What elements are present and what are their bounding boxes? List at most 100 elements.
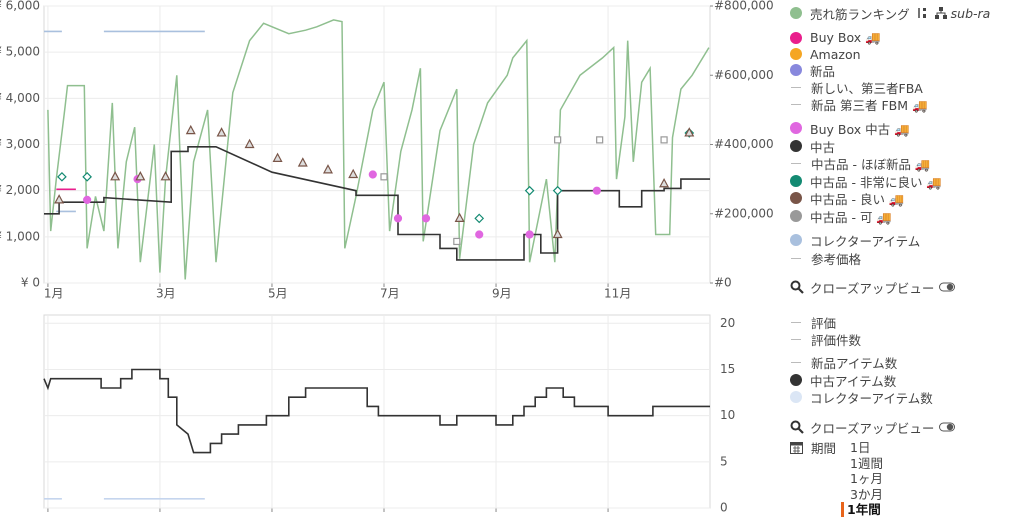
price-marker	[160, 171, 171, 181]
legend-label: 新品 第三者 FBM 🚚	[811, 97, 928, 113]
y-tick-label: ¥ 3,000	[0, 137, 40, 151]
price-marker	[524, 185, 535, 196]
price-marker	[659, 177, 670, 188]
y-tick-label: ¥ 4,000	[0, 91, 40, 105]
y2-tick-label: #800,000	[714, 0, 774, 13]
legend-label: 売れ筋ランキング	[810, 6, 910, 22]
sort-icon	[917, 8, 926, 18]
price-marker	[596, 136, 604, 144]
tree-icon	[934, 7, 947, 19]
toggle[interactable]	[939, 282, 956, 292]
y2-tick-label: #600,000	[714, 68, 774, 82]
price-marker	[525, 230, 534, 239]
closeup-control[interactable]: クローズアップビュー	[790, 419, 956, 436]
legend-icon	[790, 391, 802, 403]
period-option[interactable]: 3か月	[850, 486, 883, 502]
price-marker	[380, 173, 388, 181]
legend-label: コレクターアイテム数	[810, 390, 933, 406]
price-marker	[393, 214, 403, 223]
magnifier-icon	[790, 420, 804, 434]
price-marker	[244, 138, 255, 149]
legend-extra: sub-ra	[950, 5, 991, 21]
period-text: 期間	[811, 440, 837, 456]
legend-icon	[791, 162, 801, 164]
legend-icon	[790, 64, 802, 76]
price-marker	[554, 136, 562, 144]
legend-label: 中古品 - ほぼ新品 🚚	[811, 156, 931, 172]
legend-label: 評価件数	[811, 332, 862, 348]
price-marker	[552, 185, 563, 196]
legend-entry: 新品	[790, 62, 836, 79]
x-tick-label: 7月	[380, 287, 400, 301]
legend-label: 中古品 - 可 🚚	[810, 209, 892, 225]
legend-icon	[790, 234, 802, 246]
legend-icon	[791, 321, 801, 323]
magnifier-icon	[790, 280, 804, 294]
legend-label: 新品	[810, 63, 836, 79]
closeup-control[interactable]: クローズアップビュー	[790, 279, 956, 296]
legend-entry: Amazon	[790, 46, 861, 62]
legend-icon	[790, 122, 802, 134]
legend-icon	[790, 374, 802, 386]
legend-label: 中古品 - 良い 🚚	[810, 191, 905, 207]
closeup-label: クローズアップビュー	[810, 280, 935, 296]
legend-entry: 新品 第三者 FBM 🚚	[790, 96, 928, 113]
price-marker	[475, 230, 484, 239]
legend-entry: 参考価格	[790, 250, 861, 267]
price-marker	[216, 127, 227, 137]
legend-icon	[790, 175, 802, 187]
price-marker	[83, 195, 92, 204]
y-tick-label: ¥ 1,000	[0, 229, 40, 243]
legend-entry: 中古品 - 良い 🚚	[790, 190, 905, 207]
period-option[interactable]: 1日	[850, 440, 871, 455]
period-option[interactable]: 1年間	[841, 502, 881, 517]
period-option[interactable]: 1週間	[850, 455, 883, 471]
series-line	[47, 19, 710, 280]
y-tick-label: 15	[720, 362, 735, 376]
price-marker	[474, 213, 485, 224]
legend-entry: 中古品 - ほぼ新品 🚚	[790, 155, 931, 172]
y-tick-label: 10	[720, 408, 735, 422]
y2-tick-label: #400,000	[714, 137, 774, 151]
price-marker	[135, 171, 146, 181]
legend-entry: 評価件数	[790, 331, 862, 348]
y-tick-label: 5	[720, 454, 728, 468]
y-tick-label: 0	[720, 501, 728, 515]
legend-entry: コレクターアイテム	[790, 232, 920, 249]
period-option[interactable]: 1ヶ月	[850, 471, 883, 486]
price-marker	[322, 164, 333, 174]
legend-icon	[790, 32, 802, 44]
price-marker	[348, 168, 359, 179]
legend-entry: 評価	[790, 314, 836, 331]
legend-icon	[790, 192, 802, 204]
legend-label: 中古品 - 非常に良い 🚚	[810, 174, 942, 190]
y-tick-label: 20	[720, 316, 735, 330]
legend-entry: 中古アイテム数	[790, 372, 896, 389]
legend-icon	[790, 48, 802, 60]
price-marker	[82, 171, 92, 182]
price-marker	[368, 170, 377, 179]
toggle[interactable]	[939, 422, 956, 432]
y-tick-label: ¥ 0	[21, 276, 40, 290]
y2-tick-label: #200,000	[714, 206, 774, 220]
y-tick-label: ¥ 6,000	[0, 0, 40, 13]
closeup-label: クローズアップビュー	[810, 420, 935, 436]
period-label: 期間	[790, 439, 837, 456]
legend-icon	[791, 338, 801, 340]
price-marker	[185, 124, 196, 135]
legend-entry: Buy Box 中古 🚚	[790, 120, 910, 137]
x-tick-label: 9月	[492, 287, 512, 301]
price-marker	[660, 136, 668, 144]
y-tick-label: ¥ 5,000	[0, 45, 40, 59]
price-marker	[57, 171, 67, 182]
legend-entry: Buy Box 🚚	[790, 30, 881, 46]
legend-icon	[791, 103, 801, 105]
legend-icon	[790, 210, 802, 222]
legend-entry: 新しい、第三者FBA	[790, 79, 923, 96]
series-line	[43, 368, 710, 454]
x-tick-label: 11月	[604, 287, 631, 301]
price-marker	[110, 171, 121, 181]
legend-icon	[791, 361, 801, 363]
legend-icon	[791, 257, 801, 259]
